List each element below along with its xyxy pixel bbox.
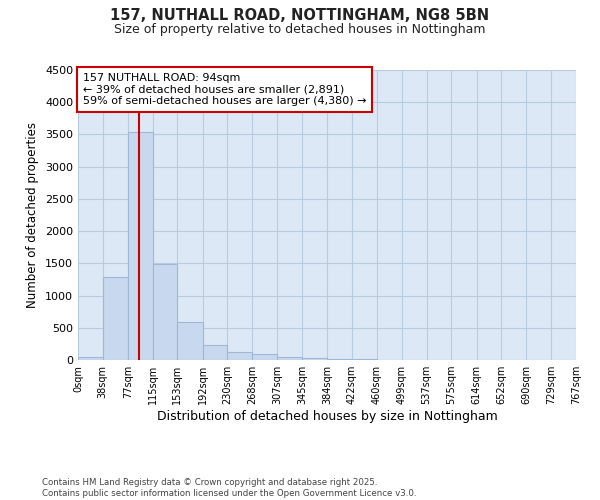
- Text: 157, NUTHALL ROAD, NOTTINGHAM, NG8 5BN: 157, NUTHALL ROAD, NOTTINGHAM, NG8 5BN: [110, 8, 490, 22]
- Bar: [103, 277, 128, 360]
- Bar: [178, 322, 203, 360]
- Bar: [227, 352, 252, 360]
- Bar: [78, 357, 103, 360]
- Bar: [302, 358, 328, 360]
- Bar: [328, 359, 352, 360]
- Bar: [252, 354, 277, 360]
- Bar: [128, 132, 152, 360]
- Bar: [277, 357, 302, 360]
- Text: Contains HM Land Registry data © Crown copyright and database right 2025.
Contai: Contains HM Land Registry data © Crown c…: [42, 478, 416, 498]
- Text: Size of property relative to detached houses in Nottingham: Size of property relative to detached ho…: [114, 22, 486, 36]
- Y-axis label: Number of detached properties: Number of detached properties: [26, 122, 40, 308]
- Text: 157 NUTHALL ROAD: 94sqm
← 39% of detached houses are smaller (2,891)
59% of semi: 157 NUTHALL ROAD: 94sqm ← 39% of detache…: [83, 73, 367, 106]
- X-axis label: Distribution of detached houses by size in Nottingham: Distribution of detached houses by size …: [157, 410, 497, 423]
- Bar: [203, 344, 227, 360]
- Bar: [152, 264, 178, 360]
